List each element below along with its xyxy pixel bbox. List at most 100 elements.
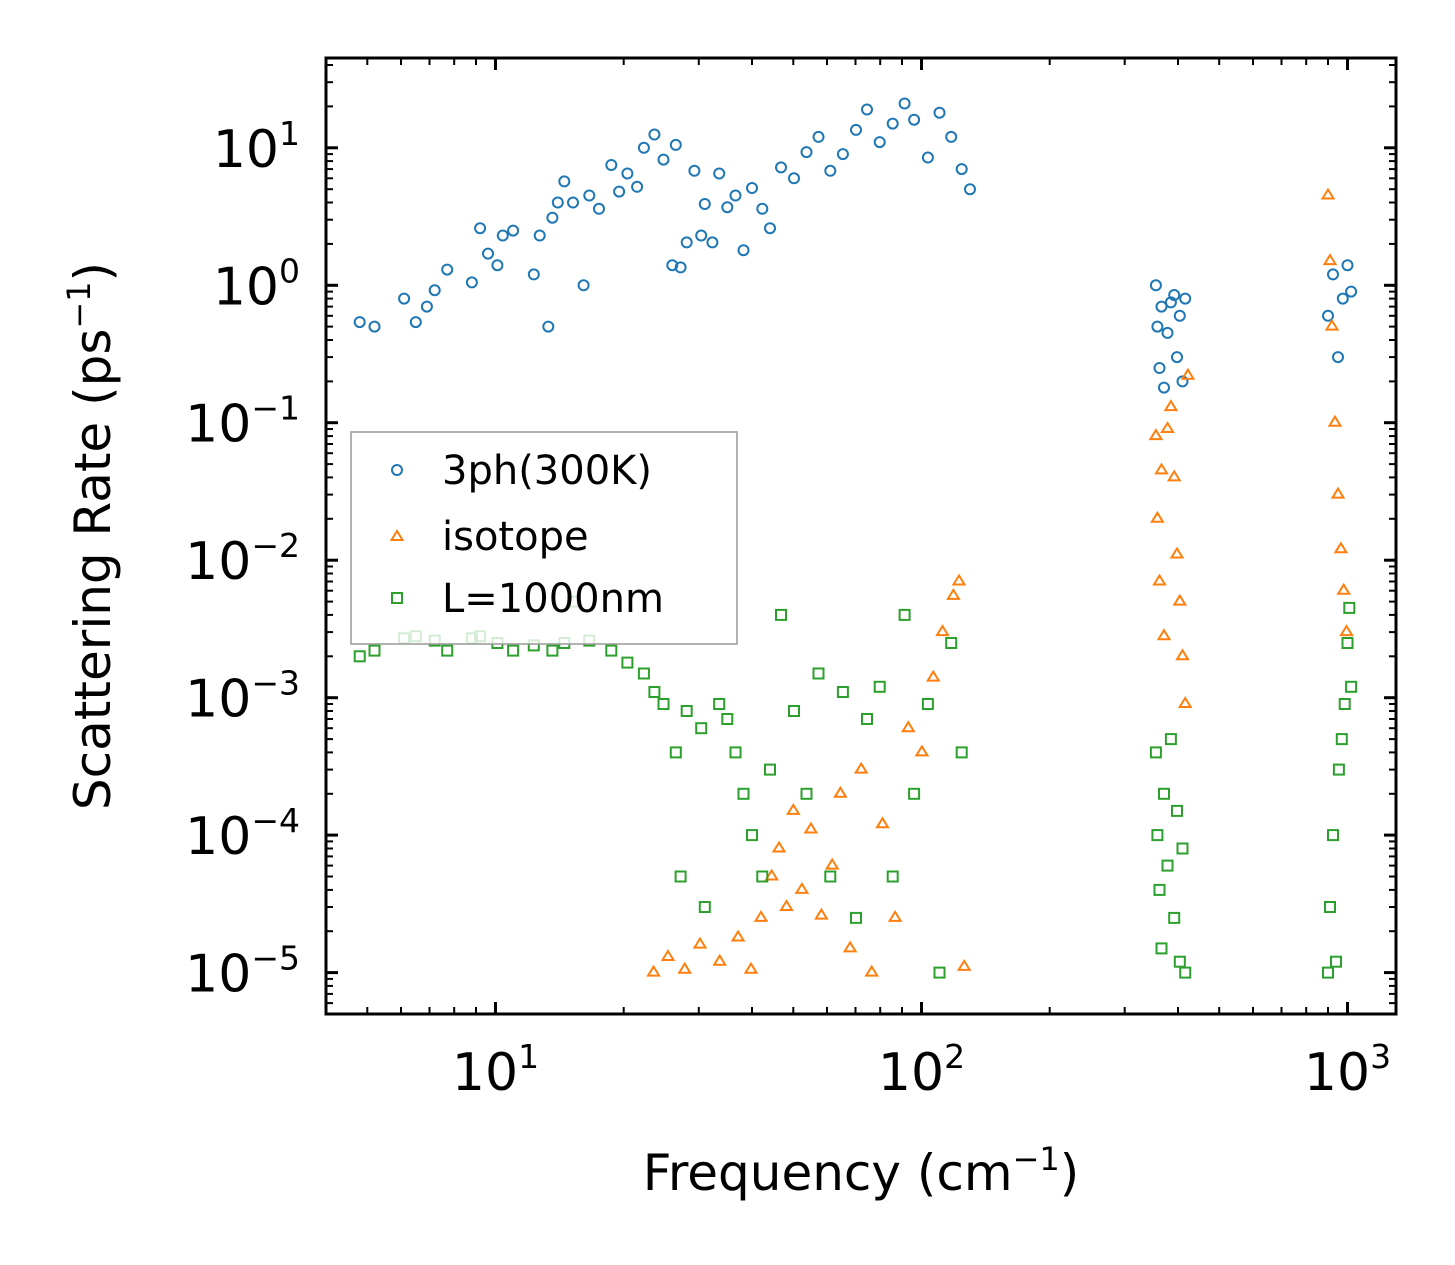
- point-2-45: [933, 966, 946, 979]
- point-0-19: [567, 196, 579, 209]
- point-1-47: [1333, 541, 1349, 554]
- point-0-21: [583, 189, 596, 202]
- point-0-1: [368, 320, 381, 333]
- point-1-33: [1156, 628, 1172, 641]
- point-0-29: [657, 153, 670, 166]
- point-2-69: [1345, 680, 1358, 693]
- point-0-49: [824, 164, 837, 177]
- point-1-2: [677, 961, 692, 974]
- point-1-27: [951, 573, 967, 586]
- point-2-55: [1168, 911, 1181, 924]
- point-0-35: [695, 229, 708, 242]
- point-1-43: [1322, 253, 1338, 266]
- point-2-66: [1338, 698, 1351, 710]
- point-0-52: [861, 103, 873, 116]
- point-0-77: [1336, 292, 1349, 305]
- point-0-26: [631, 180, 644, 193]
- point-2-32: [775, 608, 787, 621]
- point-0-57: [921, 151, 934, 164]
- point-1-30: [1150, 510, 1165, 523]
- point-0-32: [674, 261, 687, 274]
- point-2-28: [737, 787, 750, 800]
- point-0-8: [474, 222, 487, 235]
- point-1-41: [1180, 367, 1196, 380]
- point-0-7: [465, 276, 478, 289]
- point-2-18: [648, 686, 661, 698]
- series-1: [646, 187, 1354, 977]
- point-1-28: [956, 958, 972, 971]
- point-2-16: [621, 656, 634, 669]
- point-2-30: [756, 870, 769, 883]
- point-1-24: [926, 669, 941, 682]
- point-0-46: [788, 172, 800, 185]
- point-0-18: [558, 175, 571, 188]
- point-0-43: [756, 202, 769, 215]
- point-2-50: [1153, 883, 1166, 896]
- point-0-5: [428, 284, 441, 297]
- point-2-48: [1149, 746, 1162, 759]
- legend-marker-isotope: [389, 529, 405, 541]
- point-1-36: [1166, 469, 1182, 482]
- point-2-56: [1171, 804, 1183, 817]
- point-1-7: [753, 909, 769, 922]
- point-2-17: [637, 667, 650, 680]
- point-2-49: [1151, 829, 1164, 842]
- legend-marker-boundary: [391, 592, 403, 604]
- point-2-36: [824, 870, 837, 883]
- series-2: [353, 595, 1358, 979]
- point-2-1: [368, 644, 381, 657]
- point-2-41: [886, 870, 899, 883]
- point-0-48: [812, 130, 825, 143]
- point-1-37: [1169, 546, 1185, 559]
- point-1-1: [660, 949, 676, 961]
- point-0-10: [491, 259, 504, 272]
- y-tick-label-6: 10−5: [185, 939, 300, 1005]
- y-tick-label-3: 10−2: [185, 526, 300, 592]
- point-2-29: [746, 829, 758, 842]
- point-0-63: [1151, 320, 1164, 333]
- point-0-76: [1332, 351, 1344, 364]
- point-1-23: [914, 744, 930, 757]
- point-0-34: [688, 164, 701, 177]
- point-1-17: [842, 940, 858, 953]
- point-2-67: [1341, 637, 1354, 649]
- point-2-27: [729, 746, 742, 759]
- point-0-78: [1341, 259, 1354, 272]
- point-0-17: [551, 196, 564, 209]
- point-1-0: [646, 964, 661, 977]
- point-1-45: [1327, 414, 1343, 427]
- point-2-21: [674, 870, 687, 883]
- point-2-19: [657, 698, 670, 710]
- point-1-19: [864, 964, 879, 977]
- point-0-23: [605, 159, 618, 171]
- point-2-20: [669, 746, 682, 759]
- point-0-13: [527, 268, 540, 281]
- point-1-8: [764, 868, 779, 881]
- point-0-53: [873, 136, 886, 149]
- point-0-25: [621, 167, 634, 180]
- legend-marker-3ph: [391, 464, 403, 476]
- point-0-38: [713, 167, 726, 180]
- point-2-57: [1173, 955, 1186, 968]
- point-0-6: [441, 263, 454, 276]
- point-0-45: [775, 161, 787, 174]
- point-2-38: [850, 911, 862, 924]
- point-1-13: [803, 821, 819, 834]
- point-1-16: [833, 785, 848, 798]
- point-0-69: [1168, 289, 1181, 301]
- point-2-68: [1343, 601, 1356, 614]
- point-2-15: [605, 644, 618, 657]
- point-2-64: [1332, 763, 1345, 776]
- point-1-10: [779, 899, 794, 911]
- y-tick-label-0: 101: [213, 114, 300, 180]
- point-0-41: [737, 244, 750, 257]
- point-0-20: [577, 279, 590, 292]
- point-2-58: [1176, 842, 1189, 855]
- point-1-6: [743, 961, 759, 974]
- point-1-29: [1148, 428, 1164, 441]
- point-0-70: [1171, 351, 1183, 364]
- point-0-56: [908, 113, 921, 126]
- point-2-61: [1324, 901, 1336, 913]
- point-0-58: [933, 106, 946, 119]
